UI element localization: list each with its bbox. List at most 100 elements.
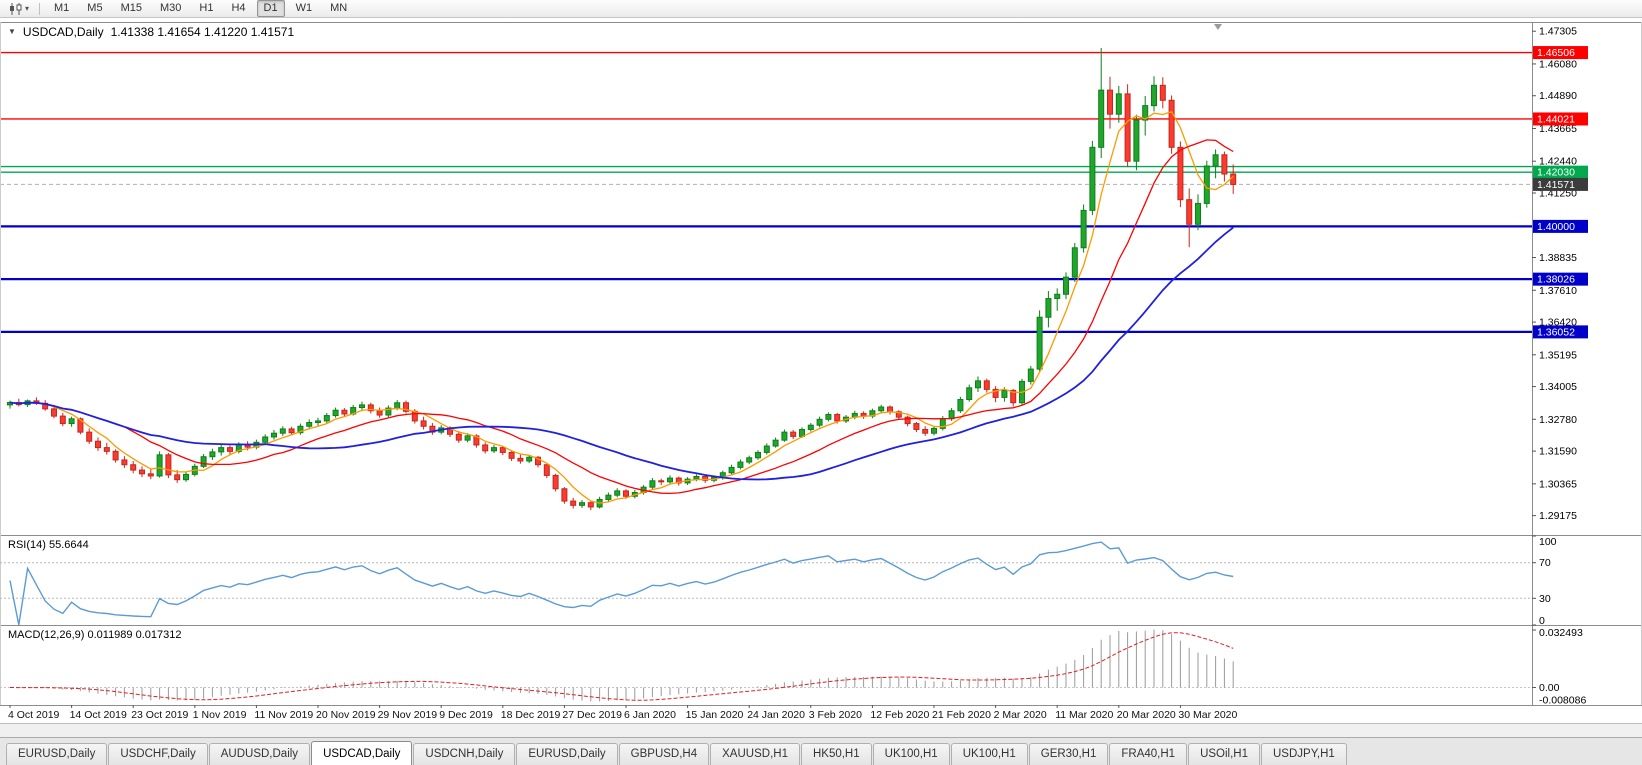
tab-gbpusd-h4[interactable]: GBPUSD,H4 — [618, 743, 710, 765]
svg-text:1.46080: 1.46080 — [1539, 58, 1577, 70]
svg-text:30: 30 — [1539, 593, 1551, 605]
price-label-1.46506 — [1533, 46, 1588, 60]
svg-text:1.31590: 1.31590 — [1539, 446, 1577, 458]
svg-text:12 Feb 2020: 12 Feb 2020 — [870, 709, 929, 721]
level-lines — [0, 51, 1532, 333]
chart-shift-marker — [1214, 24, 1222, 30]
svg-text:1.32780: 1.32780 — [1539, 414, 1577, 426]
svg-text:1.44021: 1.44021 — [1537, 113, 1575, 125]
tab-usoil-h1[interactable]: USOil,H1 — [1188, 743, 1260, 765]
moving-averages-layer — [9, 110, 1234, 504]
chevron-down-icon: ▾ — [25, 3, 30, 13]
tab-usdjpy-h1[interactable]: USDJPY,H1 — [1261, 743, 1347, 765]
svg-text:20 Mar 2020: 20 Mar 2020 — [1117, 709, 1176, 721]
svg-text:1.29175: 1.29175 — [1539, 510, 1577, 522]
svg-text:1.37610: 1.37610 — [1539, 285, 1577, 297]
period-button-m30[interactable]: M30 — [159, 2, 182, 14]
current-price-label — [1533, 177, 1588, 191]
svg-text:0.00: 0.00 — [1539, 682, 1560, 694]
chart-symbol-label: USDCAD,Daily — [22, 25, 104, 39]
svg-text:6 Jan 2020: 6 Jan 2020 — [624, 709, 676, 721]
period-button-d1[interactable]: D1 — [256, 0, 285, 17]
svg-text:20 Nov 2019: 20 Nov 2019 — [316, 709, 376, 721]
svg-text:14 Oct 2019: 14 Oct 2019 — [70, 709, 127, 721]
svg-text:1.38026: 1.38026 — [1537, 274, 1575, 286]
chart-window: 1.47305 1.46080 1.44890 1.43665 1.42440 1.412… — [0, 18, 1642, 723]
period-button-m1[interactable]: M1 — [54, 2, 70, 14]
price-label-1.40000 — [1533, 219, 1588, 233]
ma-line-14 — [9, 139, 1234, 495]
svg-text:11 Mar 2020: 11 Mar 2020 — [1055, 709, 1113, 721]
period-button-h4[interactable]: H4 — [231, 2, 246, 14]
svg-text:9 Dec 2019: 9 Dec 2019 — [439, 709, 493, 721]
toolbar: ▾ M1 M5 M15 M30 H1 H4 D1 W1 MN — [0, 0, 1642, 18]
macd-signal-line — [9, 632, 1234, 701]
svg-text:21 Feb 2020: 21 Feb 2020 — [932, 709, 991, 721]
svg-text:1.41571: 1.41571 — [1537, 179, 1575, 191]
svg-text:-0.008086: -0.008086 — [1539, 695, 1586, 707]
chart-menu-icon[interactable]: ▼ — [8, 27, 16, 36]
svg-text:1.46506: 1.46506 — [1537, 47, 1575, 59]
svg-text:24 Jan 2020: 24 Jan 2020 — [747, 709, 805, 721]
candlestick-chart-icon — [10, 2, 22, 15]
svg-text:70: 70 — [1539, 557, 1551, 569]
tab-audusd-daily[interactable]: AUDUSD,Daily — [208, 743, 311, 765]
tab-uk100-h1[interactable]: UK100,H1 — [872, 743, 950, 765]
svg-text:23 Oct 2019: 23 Oct 2019 — [131, 709, 188, 721]
timeframe-buttons: M1 M5 M15 M30 H1 H4 D1 W1 MN — [47, 0, 354, 17]
chart-tabs-bar: EURUSD,Daily USDCHF,Daily AUDUSD,Daily USDC… — [0, 737, 1642, 765]
svg-text:1.38835: 1.38835 — [1539, 252, 1577, 264]
svg-text:1.42440: 1.42440 — [1539, 156, 1577, 168]
svg-text:0.032493: 0.032493 — [1539, 627, 1583, 639]
svg-text:1.44890: 1.44890 — [1539, 90, 1577, 102]
rsi-line — [9, 541, 1234, 626]
chart-canvas[interactable]: 1.473051.460801.448901.436651.424401.412… — [0, 18, 1642, 723]
tab-usdcnh-daily[interactable]: USDCNH,Daily — [413, 743, 516, 765]
svg-text:4 Oct 2019: 4 Oct 2019 — [8, 709, 60, 721]
ma-line-30 — [9, 226, 1234, 481]
period-button-h1[interactable]: H1 — [199, 2, 214, 14]
period-button-m5[interactable]: M5 — [87, 2, 103, 14]
price-label-1.42030 — [1533, 165, 1588, 179]
tab-uk100-h1[interactable]: UK100,H1 — [950, 743, 1028, 765]
svg-text:1.43665: 1.43665 — [1539, 123, 1577, 135]
chart-title: ▼ USDCAD,Daily 1.41338 1.41654 1.41220 1… — [8, 25, 294, 39]
svg-text:27 Dec 2019: 27 Dec 2019 — [562, 709, 622, 721]
tab-xauusd-h1[interactable]: XAUUSD,H1 — [710, 743, 800, 765]
tab-usdchf-daily[interactable]: USDCHF,Daily — [108, 743, 208, 765]
period-button-mn[interactable]: MN — [330, 2, 348, 14]
svg-text:1.35195: 1.35195 — [1539, 349, 1577, 361]
svg-text:1 Nov 2019: 1 Nov 2019 — [193, 709, 247, 721]
candles-layer — [7, 47, 1237, 511]
chart-ohlc-values: 1.41338 1.41654 1.41220 1.41571 — [110, 25, 295, 39]
period-button-m15[interactable]: M15 — [120, 2, 142, 14]
window-gap — [0, 723, 1642, 737]
price-label-1.36052 — [1533, 325, 1588, 339]
tab-ger30-h1[interactable]: GER30,H1 — [1028, 743, 1109, 765]
toolbar-separator — [39, 2, 41, 15]
chart-type-button[interactable]: ▾ — [6, 1, 32, 17]
svg-text:29 Nov 2019: 29 Nov 2019 — [378, 709, 438, 721]
svg-text:11 Nov 2019: 11 Nov 2019 — [254, 709, 313, 721]
tab-hk50-h1[interactable]: HK50,H1 — [800, 743, 872, 765]
tab-eurusd-daily[interactable]: EURUSD,Daily — [516, 743, 618, 765]
tab-eurusd-daily[interactable]: EURUSD,Daily — [6, 743, 108, 765]
tab-usdcad-daily[interactable]: USDCAD,Daily — [311, 741, 413, 765]
tab-fra40-h1[interactable]: FRA40,H1 — [1109, 743, 1188, 765]
rsi-indicator-label: RSI(14) 55.6644 — [8, 539, 89, 551]
svg-text:1.40000: 1.40000 — [1537, 221, 1575, 233]
svg-text:1.34005: 1.34005 — [1539, 381, 1577, 393]
svg-text:0: 0 — [1539, 615, 1545, 627]
svg-text:1.36052: 1.36052 — [1537, 326, 1575, 338]
svg-text:100: 100 — [1539, 536, 1557, 548]
macd-indicator-label: MACD(12,26,9) 0.011989 0.017312 — [8, 629, 182, 641]
svg-text:15 Jan 2020: 15 Jan 2020 — [686, 709, 744, 721]
period-button-w1[interactable]: W1 — [295, 2, 313, 14]
svg-text:2 Mar 2020: 2 Mar 2020 — [994, 709, 1047, 721]
svg-text:1.30365: 1.30365 — [1539, 478, 1577, 490]
svg-text:18 Dec 2019: 18 Dec 2019 — [501, 709, 561, 721]
svg-text:1.42030: 1.42030 — [1537, 167, 1575, 179]
price-label-1.38026 — [1533, 272, 1588, 286]
svg-text:30 Mar 2020: 30 Mar 2020 — [1178, 709, 1237, 721]
price-label-1.44021 — [1533, 112, 1588, 126]
